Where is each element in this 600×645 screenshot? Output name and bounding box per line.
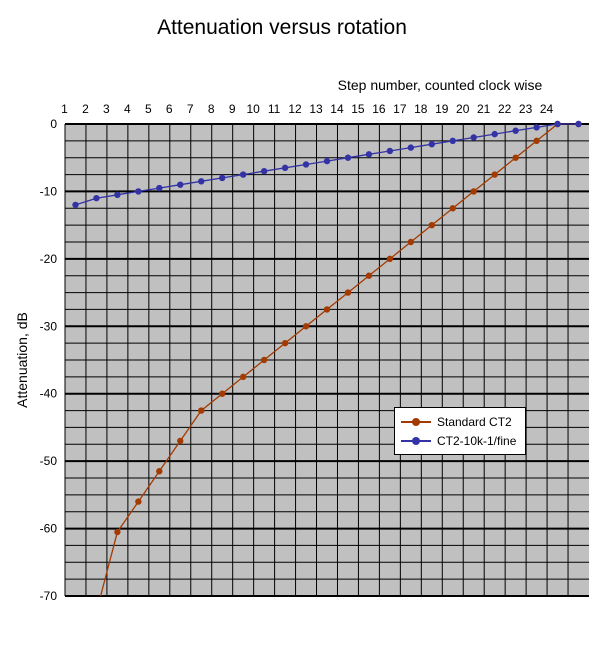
- x-tick-label: 21: [477, 102, 491, 116]
- y-tick-label: -20: [40, 252, 58, 266]
- chart-title: Attenuation versus rotation: [157, 16, 407, 39]
- data-point: [428, 221, 435, 229]
- y-tick-label: 0: [50, 117, 57, 131]
- data-point: [135, 498, 142, 505]
- data-point: [198, 407, 205, 414]
- x-tick-label: 18: [414, 102, 428, 116]
- x-tick-label: 24: [540, 102, 554, 116]
- y-tick-label: -10: [40, 184, 58, 198]
- data-point: [365, 272, 373, 279]
- data-point: [281, 339, 289, 347]
- data-point: [575, 120, 582, 128]
- x-tick-label: 12: [288, 102, 302, 116]
- data-point: [135, 188, 142, 195]
- data-point: [449, 205, 456, 212]
- legend-item-ct2-10k-1-fine: CT2-10k-1/fine: [401, 432, 516, 450]
- legend: Standard CT2 CT2-10k-1/fine: [394, 407, 526, 455]
- x-tick-label: 6: [166, 102, 173, 116]
- x-tick-label: 15: [351, 102, 365, 116]
- x-tick-label: 19: [435, 102, 449, 116]
- data-point: [219, 390, 226, 397]
- legend-label-standard-ct2: Standard CT2: [437, 415, 512, 429]
- data-point: [344, 289, 352, 296]
- x-tick-label: 5: [145, 102, 152, 116]
- y-tick-label: -30: [40, 319, 58, 333]
- data-point: [407, 238, 415, 246]
- legend-swatch-standard-ct2: [401, 416, 431, 428]
- y-tick-label: -50: [40, 454, 58, 468]
- data-point: [512, 154, 519, 161]
- x-tick-label: 23: [519, 102, 533, 116]
- x-tick-label: 22: [498, 102, 512, 116]
- y-tick-label: -60: [40, 522, 58, 536]
- data-point: [533, 137, 540, 145]
- data-point: [533, 124, 540, 131]
- data-point: [239, 171, 247, 178]
- x-tick-label: 1: [61, 102, 68, 116]
- x-tick-label: 20: [456, 102, 470, 116]
- x-tick-label: 4: [124, 102, 131, 116]
- data-point: [177, 181, 184, 188]
- data-point: [428, 141, 435, 148]
- data-point: [386, 255, 394, 263]
- data-point: [260, 356, 268, 364]
- data-point: [156, 468, 163, 475]
- x-tick-label: 17: [393, 102, 407, 116]
- x-tick-label: 14: [330, 102, 344, 116]
- x-tick-label: 2: [82, 102, 89, 116]
- data-point: [344, 154, 352, 161]
- x-tick-label: 16: [372, 102, 386, 116]
- data-point: [323, 157, 331, 165]
- x-tick-label: 7: [187, 102, 194, 116]
- x-tick-label: 3: [103, 102, 110, 116]
- data-point: [491, 171, 498, 178]
- data-point: [239, 373, 247, 381]
- data-point: [449, 137, 456, 145]
- legend-swatch-ct2-10k-1-fine: [401, 435, 431, 447]
- x-tick-label: 11: [268, 102, 281, 116]
- x-axis-label: Step number, counted clock wise: [338, 77, 543, 93]
- data-point: [93, 194, 100, 202]
- x-tick-label: 8: [208, 102, 215, 116]
- y-tick-label: -40: [40, 387, 58, 401]
- data-point: [198, 178, 205, 185]
- data-point: [177, 437, 184, 445]
- data-point: [219, 174, 226, 182]
- x-tick-label: 13: [309, 102, 323, 116]
- data-point: [114, 528, 121, 536]
- data-point: [386, 147, 394, 155]
- data-point: [470, 134, 477, 141]
- data-point: [323, 306, 331, 313]
- data-point: [470, 188, 477, 195]
- y-tick-label: -70: [40, 589, 58, 603]
- legend-label-ct2-10k-1-fine: CT2-10k-1/fine: [437, 434, 517, 448]
- data-point: [114, 191, 121, 198]
- data-point: [407, 144, 415, 151]
- series-line: [99, 123, 579, 597]
- data-point: [156, 184, 163, 192]
- data-point: [281, 164, 289, 172]
- legend-item-standard-ct2: Standard CT2: [401, 413, 512, 431]
- x-tick-label: 10: [246, 102, 260, 116]
- data-point: [491, 130, 498, 138]
- data-point: [512, 127, 519, 134]
- x-tick-label: 9: [229, 102, 236, 116]
- data-point: [72, 201, 79, 209]
- data-point: [260, 168, 268, 175]
- data-point: [554, 120, 561, 128]
- data-point: [365, 151, 373, 158]
- data-point: [302, 161, 310, 168]
- data-point: [302, 323, 310, 330]
- y-axis-label: Attenuation, dB: [14, 312, 30, 408]
